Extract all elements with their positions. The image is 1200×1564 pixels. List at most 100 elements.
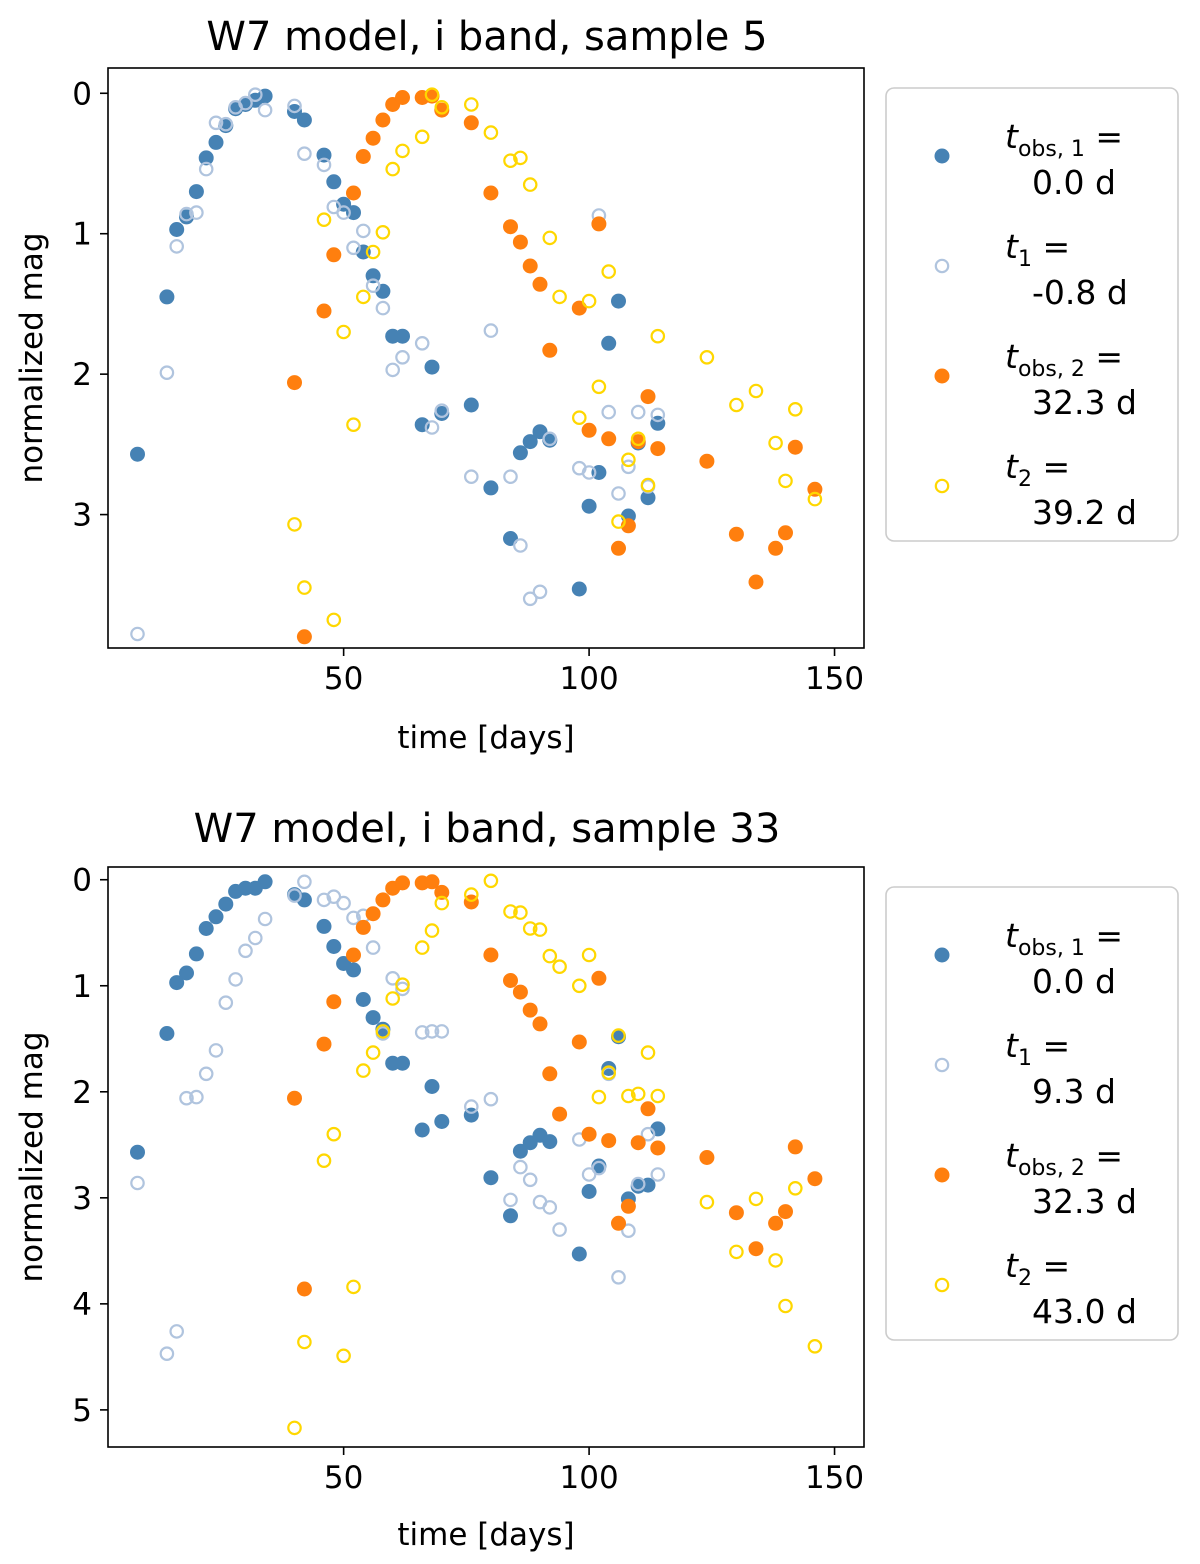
- data-point: [189, 1089, 204, 1105]
- data-point: [189, 205, 204, 220]
- data-point: [395, 875, 410, 891]
- legend-entry: t1 =9.3 d: [934, 1026, 1116, 1111]
- legend-frame: [885, 87, 1179, 542]
- data-point: [238, 943, 253, 959]
- data-point: [159, 365, 175, 380]
- data-point: [581, 1126, 597, 1142]
- data-point: [640, 389, 656, 405]
- data-point: [287, 98, 302, 114]
- legend-entry: t1 =-0.8 d: [934, 227, 1128, 312]
- data-point: [365, 1045, 381, 1060]
- data-point: [395, 90, 410, 105]
- data-point: [208, 909, 224, 925]
- data-point: [571, 581, 587, 597]
- legend-entry: t2 =43.0 d: [934, 1246, 1137, 1331]
- y-tick-label: 5: [72, 1393, 92, 1429]
- data-point: [395, 1055, 410, 1071]
- data-point: [503, 1192, 518, 1208]
- y-tick-label: 1: [72, 969, 92, 1005]
- legend-value: 32.3 d: [1032, 1182, 1137, 1221]
- legend-label: t1 =: [1005, 227, 1070, 272]
- data-point: [297, 146, 312, 161]
- data-point: [483, 1091, 499, 1107]
- data-point: [346, 240, 361, 256]
- legend-label: tobs, 2 =: [1005, 1136, 1123, 1181]
- x-tick-label: 100: [560, 661, 619, 697]
- data-point: [159, 289, 175, 305]
- data-point: [512, 234, 528, 250]
- data-point: [503, 531, 518, 546]
- data-point: [316, 212, 332, 227]
- data-point: [728, 526, 744, 542]
- data-point: [296, 629, 312, 645]
- data-point: [463, 97, 479, 112]
- data-point: [346, 417, 361, 432]
- panel-1-series-1: [130, 88, 666, 597]
- data-point: [297, 1334, 312, 1350]
- data-point: [787, 439, 803, 455]
- panel-2-legend: tobs, 1 =0.0 d t1 =9.3 d tobs, 2 =32.3 d t2…: [885, 886, 1179, 1341]
- data-point: [365, 244, 381, 260]
- data-point: [346, 185, 361, 201]
- data-point: [424, 923, 440, 938]
- data-point: [179, 1090, 194, 1106]
- data-point: [169, 1324, 184, 1339]
- data-point: [601, 404, 616, 420]
- data-point: [768, 1253, 783, 1268]
- data-point: [748, 1191, 764, 1207]
- x-tick-label: 150: [805, 661, 864, 697]
- data-point: [532, 276, 548, 292]
- data-point: [581, 422, 597, 438]
- data-point: [414, 1025, 430, 1040]
- data-point: [483, 185, 499, 201]
- data-point: [552, 1106, 568, 1122]
- data-point: [630, 431, 646, 447]
- data-point: [807, 491, 823, 507]
- panel-2-series-3: [287, 874, 823, 1297]
- data-point: [650, 1088, 666, 1104]
- data-point: [365, 130, 381, 146]
- data-point: [768, 1215, 784, 1231]
- data-point: [483, 873, 499, 889]
- data-point: [522, 1172, 538, 1188]
- y-tick-label: 2: [72, 1075, 92, 1111]
- data-point: [591, 1160, 607, 1176]
- legend-entry: t2 =39.2 d: [934, 447, 1137, 532]
- data-point: [768, 435, 783, 451]
- data-point: [208, 115, 224, 131]
- data-point: [346, 947, 361, 963]
- panel-2-x-axis-label: time [days]: [397, 1517, 574, 1553]
- data-point: [326, 174, 342, 190]
- data-point: [503, 904, 518, 919]
- legend-marker: [934, 258, 950, 274]
- data-point: [611, 486, 626, 501]
- data-point: [611, 514, 626, 529]
- panel-1-series-4: [287, 87, 823, 628]
- legend-value: 0.0 d: [1032, 163, 1116, 202]
- data-point: [424, 1024, 440, 1039]
- data-point: [336, 1348, 351, 1364]
- x-tick-label: 50: [324, 1460, 363, 1496]
- legend-marker: [934, 1057, 950, 1073]
- data-point: [355, 223, 371, 239]
- data-point: [169, 975, 185, 991]
- data-point: [375, 892, 391, 908]
- data-point: [699, 1194, 715, 1210]
- data-point: [640, 1126, 656, 1142]
- data-point: [650, 328, 666, 344]
- data-point: [522, 1002, 538, 1018]
- legend-label: tobs, 1 =: [1005, 916, 1123, 961]
- data-point: [552, 289, 567, 305]
- data-point: [355, 289, 371, 305]
- data-point: [591, 379, 607, 395]
- data-point: [542, 431, 558, 447]
- data-point: [778, 525, 793, 541]
- data-point: [395, 143, 410, 159]
- data-point: [630, 1086, 646, 1102]
- data-point: [326, 889, 342, 904]
- data-point: [503, 153, 518, 168]
- panel-1-series-3: [287, 88, 823, 645]
- panel-1-marks: [130, 87, 823, 645]
- data-point: [522, 258, 538, 274]
- data-point: [522, 921, 538, 936]
